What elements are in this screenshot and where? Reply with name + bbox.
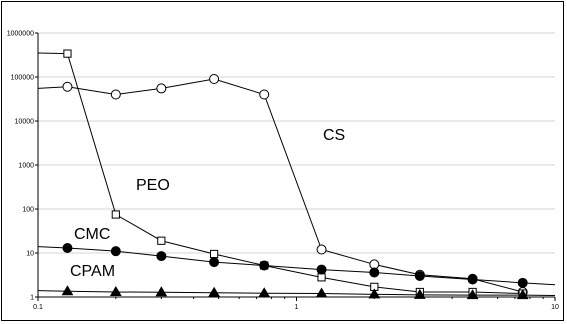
series-cpam-point — [466, 289, 479, 300]
series-peo-trend — [37, 52, 68, 55]
y-tick-label: 100 — [22, 207, 34, 214]
series-peo-point — [63, 49, 72, 58]
series-cmc-point — [414, 271, 425, 282]
series-cs-point — [259, 89, 270, 100]
series-cpam-point — [155, 286, 168, 297]
series-cmc-point — [110, 246, 121, 257]
series-peo-point — [317, 273, 326, 282]
series-cpam-point — [315, 287, 328, 298]
series-cpam-point — [109, 286, 122, 296]
series-cpam-trend — [37, 290, 68, 292]
series-cpam-point — [413, 288, 426, 299]
series-cpam-point — [61, 285, 74, 296]
series-label-peo: PEO — [136, 177, 170, 194]
series-peo-point — [157, 236, 166, 245]
series-label-cmc: CMC — [74, 226, 110, 243]
series-peo-line — [66, 53, 523, 295]
y-tick-label: 1000000 — [7, 31, 34, 38]
x-tick-label: 10 — [551, 304, 559, 311]
series-cmc-point — [209, 257, 220, 268]
series-cs-point — [110, 89, 121, 100]
series-cmc-trend — [522, 282, 556, 286]
y-tick-label: 10 — [26, 251, 34, 258]
series-peo-point — [210, 249, 219, 259]
series-cmc-point — [259, 260, 270, 271]
x-tick-label: 0.1 — [33, 304, 43, 311]
series-cs-point — [209, 74, 220, 85]
y-tick-label: 1000 — [18, 163, 34, 170]
series-peo-point — [111, 210, 120, 219]
series-cmc-point — [467, 274, 478, 285]
series-cmc-point — [517, 277, 528, 288]
series-cs-point — [156, 83, 167, 94]
series-cs-line — [67, 78, 523, 293]
series-cmc-point — [156, 251, 167, 262]
y-tick-label: 100000 — [11, 75, 34, 82]
series-label-cs: CS — [323, 127, 345, 144]
series-cpam-line — [67, 290, 523, 296]
series-cpam-point — [208, 286, 220, 297]
series-cmc-point — [62, 242, 73, 253]
series-cpam-point — [368, 288, 381, 299]
series-cmc-point — [316, 264, 327, 275]
series-peo — [37, 52, 523, 295]
x-tick-label: 1 — [295, 304, 299, 311]
series-cs-point — [316, 244, 327, 255]
series-cpam — [37, 290, 556, 297]
series-cpam-point — [258, 287, 271, 298]
series-cs — [37, 78, 523, 293]
y-tick-label: 10000 — [15, 119, 35, 126]
series-cpam-point — [516, 289, 529, 300]
series-cmc-point — [369, 267, 380, 278]
series-label-cpam: CPAM — [70, 263, 115, 280]
series-cs-point — [62, 81, 73, 92]
series-cmc-line — [67, 247, 523, 284]
y-tick-label: 1 — [30, 295, 34, 302]
